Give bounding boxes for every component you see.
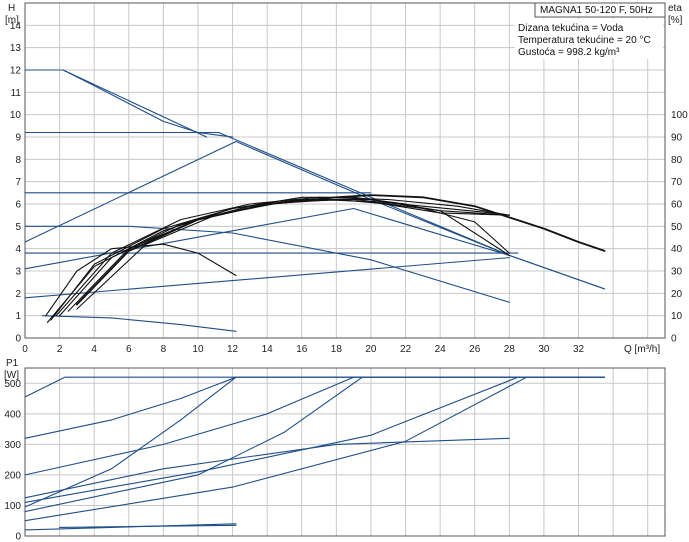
- h-y-tick-label: 7: [15, 177, 21, 188]
- h-panel-grid: [25, 3, 665, 338]
- title-box: [534, 2, 666, 18]
- h-x-tick-label: 8: [161, 344, 167, 355]
- h-x-tick-label: 20: [365, 344, 377, 355]
- p1-y-tick-label: 300: [4, 440, 21, 451]
- h-y-tick-label: 0: [15, 334, 21, 345]
- h-y-tick-label: 9: [15, 133, 21, 144]
- h-series-16: [55, 196, 510, 317]
- p1-y-tick-label: 0: [15, 532, 21, 542]
- eta-tick-label: 30: [671, 267, 683, 278]
- info-density: Gustoća = 998.2 kg/m³: [518, 47, 620, 58]
- h-panel-frame: [24, 2, 666, 339]
- h-y-tick-label: 14: [10, 21, 22, 32]
- eta-axis-label-line2: [%]: [668, 15, 683, 26]
- eta-tick-label: 10: [671, 311, 683, 322]
- h-x-tick-label: 10: [192, 344, 204, 355]
- h-series-11: [41, 315, 237, 332]
- h-y-tick-label: 10: [10, 110, 22, 121]
- p1-axis-label-line1: P1: [6, 358, 19, 369]
- h-series-3: [24, 140, 237, 243]
- chart-title: MAGNA1 50-120 F, 50Hz: [540, 5, 653, 16]
- h-series-15: [46, 196, 510, 323]
- eta-tick-label: 80: [671, 155, 683, 166]
- h-series-5: [218, 131, 606, 290]
- eta-tick-label: 50: [671, 222, 683, 233]
- h-y-tick-label: 1: [15, 311, 21, 322]
- eta-tick-label: 70: [671, 177, 683, 188]
- eta-tick-label: 60: [671, 200, 683, 211]
- h-eta-curves: [24, 69, 606, 332]
- h-x-tick-label: 30: [538, 344, 550, 355]
- h-x-tick-label: 14: [262, 344, 274, 355]
- h-y-tick-label: 3: [15, 267, 21, 278]
- p1-y-tick-label: 400: [4, 409, 21, 420]
- h-y-tick-label: 13: [10, 43, 22, 54]
- p1-series-9: [59, 524, 237, 528]
- info-fluid: Dizana tekućina = Voda: [518, 23, 624, 34]
- p1-panel-frame: [24, 367, 666, 537]
- p1-curves: [24, 376, 606, 531]
- p1-series-1: [24, 376, 606, 439]
- p1-series-6: [24, 376, 606, 522]
- h-axis-label-line1: H: [8, 3, 15, 14]
- h-y-tick-label: 8: [15, 155, 21, 166]
- h-x-tick-label: 32: [573, 344, 585, 355]
- h-x-tick-label: 22: [400, 344, 412, 355]
- h-x-tick-label: 4: [91, 344, 97, 355]
- h-y-tick-label: 4: [15, 244, 21, 255]
- h-axis-label-line2: [m]: [5, 15, 19, 26]
- h-x-tick-label: 28: [504, 344, 516, 355]
- p1-series-4: [24, 376, 363, 513]
- h-x-tick-label: 2: [57, 344, 63, 355]
- h-series-18: [76, 198, 510, 310]
- h-y-tick-label: 2: [15, 289, 21, 300]
- h-series-19: [76, 194, 606, 306]
- h-series-1: [24, 69, 208, 138]
- h-series-7: [24, 225, 510, 303]
- p1-series-5: [24, 376, 519, 503]
- q-axis-label: Q [m³/h]: [624, 344, 660, 355]
- eta-tick-label: 20: [671, 289, 683, 300]
- eta-tick-label: 40: [671, 244, 683, 255]
- eta-tick-label: 90: [671, 133, 683, 144]
- h-series-14: [59, 198, 510, 317]
- h-x-tick-label: 24: [435, 344, 447, 355]
- p1-panel-ticks: 0 100 200 300 400 500: [4, 379, 21, 542]
- h-x-tick-label: 6: [126, 344, 132, 355]
- h-x-tick-label: 16: [296, 344, 308, 355]
- info-temperature: Temperatura tekućine = 20 °C: [518, 35, 651, 46]
- h-x-tick-label: 12: [227, 344, 239, 355]
- info-box: [515, 19, 663, 59]
- h-x-tick-label: 26: [469, 344, 481, 355]
- h-y-tick-label: 6: [15, 200, 21, 211]
- h-y-tick-label: 5: [15, 222, 21, 233]
- h-y-tick-label: 12: [10, 66, 22, 77]
- eta-tick-label: 0: [671, 334, 677, 345]
- p1-y-tick-label: 500: [4, 379, 21, 390]
- eta-axis-label-line1: eta: [668, 3, 682, 14]
- h-x-tick-label: 0: [22, 344, 28, 355]
- p1-y-tick-label: 100: [4, 501, 21, 512]
- p1-panel-grid: [25, 368, 665, 536]
- h-y-tick-label: 11: [11, 88, 22, 99]
- p1-y-tick-label: 200: [4, 470, 21, 481]
- eta-tick-label: 100: [671, 110, 688, 121]
- p1-axis-label-line2: [W]: [4, 370, 19, 381]
- h-x-tick-label: 18: [331, 344, 343, 355]
- p1-series-3: [24, 376, 606, 476]
- h-series-10: [24, 257, 510, 299]
- p1-series-7: [24, 437, 510, 499]
- p1-series-2: [24, 376, 237, 508]
